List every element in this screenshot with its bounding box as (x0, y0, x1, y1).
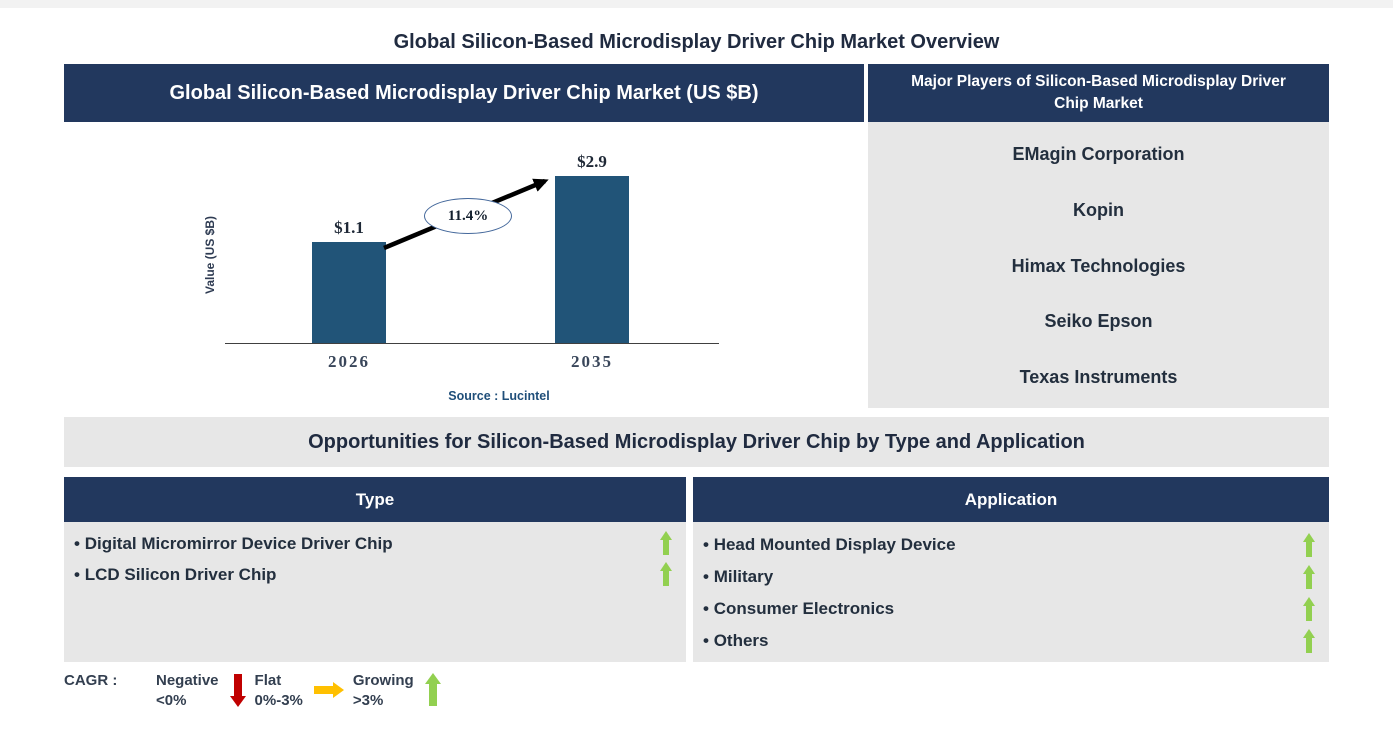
application-column-header-label: Application (964, 489, 1058, 509)
list-item: Others (703, 625, 1315, 657)
trend-up-icon (660, 531, 672, 556)
list-item: Consumer Electronics (703, 593, 1315, 625)
type-column-list: Digital Micromirror Device Driver Chip L… (64, 522, 686, 662)
legend-prefix: CAGR : (64, 672, 118, 689)
list-item: LCD Silicon Driver Chip (74, 559, 672, 590)
trend-down-icon (230, 673, 246, 707)
list-item: Head Mounted Display Device (703, 529, 1315, 561)
legend-item-flat: Flat 0%-3% (255, 671, 344, 711)
cagr-legend: CAGR : Negative <0% Flat 0%-3% Growing >… (64, 671, 450, 711)
trend-up-icon (1303, 596, 1315, 622)
player-item: EMagin Corporation (1012, 144, 1185, 164)
legend-negative-text: Negative <0% (156, 671, 219, 711)
legend-flat-text: Flat 0%-3% (255, 671, 303, 711)
application-column-header: Application (693, 477, 1329, 522)
page-title: Global Silicon-Based Microdisplay Driver… (393, 31, 1000, 53)
major-players-list: EMagin Corporation Kopin Himax Technolog… (868, 122, 1329, 408)
legend-item-negative: Negative <0% (156, 671, 246, 711)
bar-2026-value: $1.1 (334, 218, 364, 237)
x-axis-line (225, 343, 719, 344)
legend-flat-label: Flat (254, 672, 282, 689)
cagr-badge: 11.4% (424, 198, 512, 234)
player-item: Seiko Epson (1044, 311, 1153, 332)
application-item-label: Military (703, 567, 774, 587)
bar-2026 (312, 242, 386, 343)
legend-flat-range: 0%-3% (254, 692, 303, 709)
legend-item-growing: Growing >3% (353, 671, 441, 711)
cagr-value: 11.4% (447, 207, 489, 224)
x-tick-2026: 2026 (328, 352, 370, 371)
growth-arrow (383, 178, 549, 251)
source-note: Source : Lucintel (448, 389, 550, 403)
application-item-label: Head Mounted Display Device (703, 535, 956, 555)
trend-up-icon (1303, 564, 1315, 590)
trend-up-icon (1303, 628, 1315, 654)
type-column-header-label: Type (355, 489, 395, 509)
bar-2035 (555, 176, 629, 343)
application-item-label: Consumer Electronics (703, 599, 894, 619)
legend-negative-label: Negative (156, 672, 219, 689)
bar-2035-value: $2.9 (577, 152, 607, 171)
trend-up-icon (660, 562, 672, 587)
major-players-header-label: Major Players of Silicon-Based Microdisp… (911, 73, 1286, 112)
legend-growing-text: Growing >3% (353, 671, 414, 711)
top-strip (0, 0, 1393, 8)
type-item-label: Digital Micromirror Device Driver Chip (74, 534, 393, 554)
market-chart-header: Global Silicon-Based Microdisplay Driver… (64, 64, 864, 122)
type-item-label: LCD Silicon Driver Chip (74, 565, 277, 585)
player-item: Kopin (1073, 199, 1124, 220)
list-item: Military (703, 561, 1315, 593)
opportunities-banner: Opportunities for Silicon-Based Microdis… (64, 417, 1329, 467)
trend-right-icon (313, 682, 344, 698)
player-item: Texas Instruments (1019, 367, 1178, 387)
trend-up-icon (424, 673, 441, 707)
list-item: Digital Micromirror Device Driver Chip (74, 528, 672, 559)
legend-growing-label: Growing (352, 672, 414, 689)
major-players-header: Major Players of Silicon-Based Microdisp… (868, 64, 1329, 122)
player-item: Himax Technologies (1011, 255, 1186, 276)
legend-negative-range: <0% (156, 692, 187, 709)
market-chart-header-label: Global Silicon-Based Microdisplay Driver… (169, 81, 759, 104)
market-bar-chart: Value (US $B) $1.1 $2.9 2026 2035 11.4% … (64, 122, 864, 410)
opportunities-banner-label: Opportunities for Silicon-Based Microdis… (308, 430, 1085, 453)
x-tick-2035: 2035 (571, 352, 613, 371)
application-item-label: Others (703, 631, 769, 651)
legend-growing-range: >3% (352, 692, 384, 709)
type-column-header: Type (64, 477, 686, 522)
application-column-list: Head Mounted Display Device Military Con… (693, 522, 1329, 662)
trend-up-icon (1303, 532, 1315, 558)
